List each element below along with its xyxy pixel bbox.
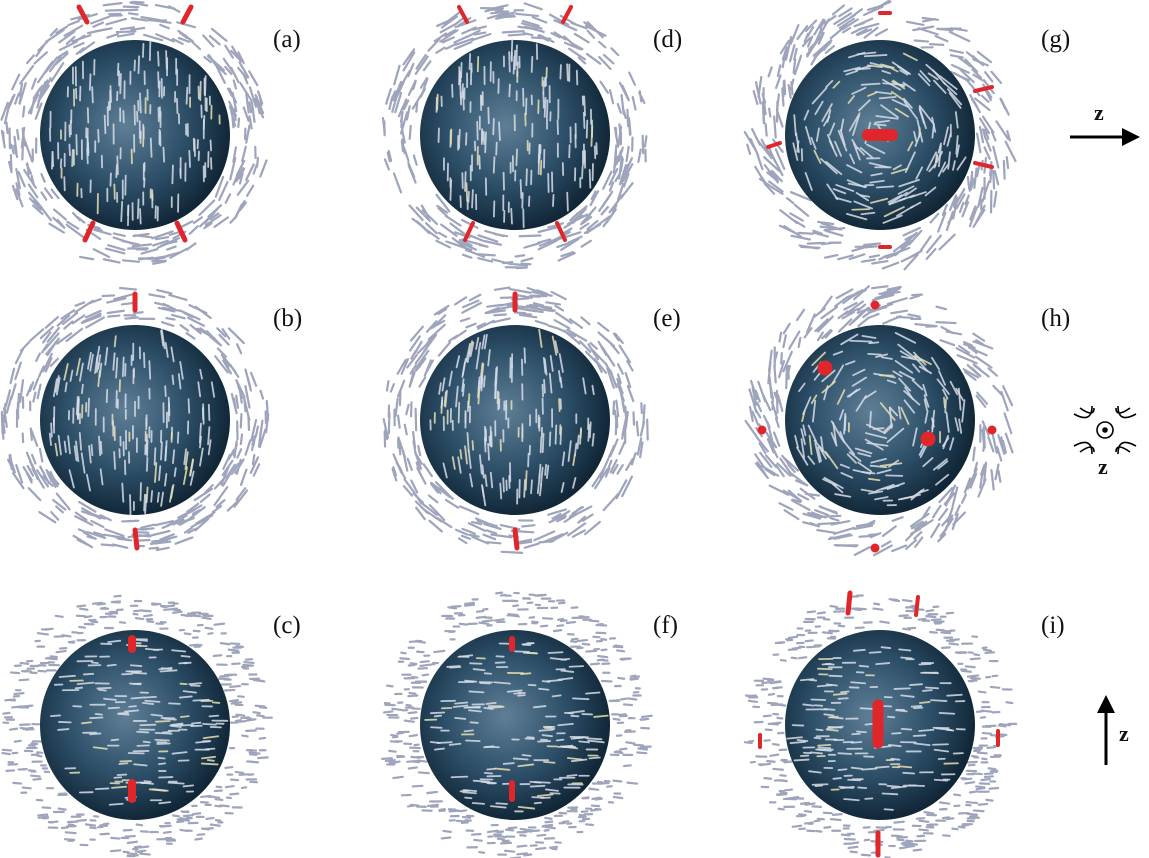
defect-markers: [76, 4, 194, 243]
outer-director-field: [743, 594, 1018, 858]
sphere-panel-c: [1, 594, 273, 858]
panel-f: (f): [380, 590, 760, 858]
inner-director-field: [794, 332, 966, 507]
panel-label-g: (g): [1041, 26, 1071, 53]
defect-markers: [766, 11, 994, 249]
defect-markers: [512, 291, 520, 551]
outer-director-field: [1, 594, 273, 858]
panel-h: (h): [744, 285, 1070, 570]
droplet-sphere: [40, 40, 230, 230]
panel-a: (a): [0, 0, 380, 270]
sphere-panel-d: [381, 2, 648, 270]
panel-c: (c): [0, 590, 380, 858]
inner-director-field: [424, 642, 609, 813]
outer-director-field: [0, 0, 268, 265]
sphere-panel-h: [744, 285, 1014, 557]
inner-director-field: [50, 638, 229, 806]
panel-label-b: (b): [273, 305, 303, 332]
hyperbolic-field-icon: [1073, 405, 1137, 455]
sphere-panel-i: [743, 590, 1018, 858]
axis-indicator-horizontal: z: [1064, 100, 1144, 150]
outer-director-field: [743, 0, 1017, 271]
sphere-panel-g: [743, 0, 1017, 271]
defect-markers: [132, 291, 140, 551]
panel-label-e: (e): [653, 305, 681, 332]
panel-d: (d): [380, 0, 760, 270]
sphere-panel-a: [0, 0, 268, 265]
panel-g: (g): [743, 0, 1070, 271]
inner-director-field: [792, 51, 967, 224]
inner-director-field: [48, 328, 216, 516]
arrow-right-icon: [1070, 128, 1140, 146]
outer-director-field: [744, 285, 1014, 557]
outer-director-field: [382, 286, 649, 554]
panel-label-f: (f): [653, 612, 678, 639]
axis-indicator-out-of-plane: z: [1070, 400, 1140, 490]
panel-e: (e): [380, 285, 760, 570]
inner-director-field: [49, 40, 221, 227]
droplet-sphere: [420, 630, 610, 820]
panel-label-i: (i): [1041, 612, 1065, 639]
panel-label-h: (h): [1041, 305, 1071, 332]
arrow-up-icon: [1097, 695, 1115, 765]
panel-i: (i): [743, 590, 1065, 858]
defect-markers: [758, 590, 1000, 858]
inner-director-field: [786, 646, 966, 811]
axis-indicator-vertical: z: [1095, 695, 1145, 775]
defect-markers: [457, 5, 573, 242]
sphere-panel-b: [0, 286, 270, 552]
sphere-panel-f: [381, 591, 653, 858]
inner-director-field: [435, 38, 598, 229]
droplet-sphere: [40, 630, 230, 820]
droplet-sphere: [420, 325, 610, 515]
z-axis-label-row2: z: [1098, 454, 1108, 479]
defect-markers: [757, 300, 997, 553]
panel-b: (b): [0, 285, 380, 570]
panel-label-a: (a): [273, 26, 301, 53]
inner-director-field: [429, 328, 595, 507]
sphere-panel-e: [382, 286, 649, 554]
panel-label-d: (d): [653, 26, 683, 53]
outer-director-field: [381, 2, 648, 270]
z-axis-label-row1: z: [1094, 100, 1104, 125]
outer-director-field: [0, 286, 270, 552]
z-axis-label-row3: z: [1119, 721, 1129, 746]
outer-director-field: [381, 591, 653, 858]
panel-label-c: (c): [273, 612, 301, 639]
